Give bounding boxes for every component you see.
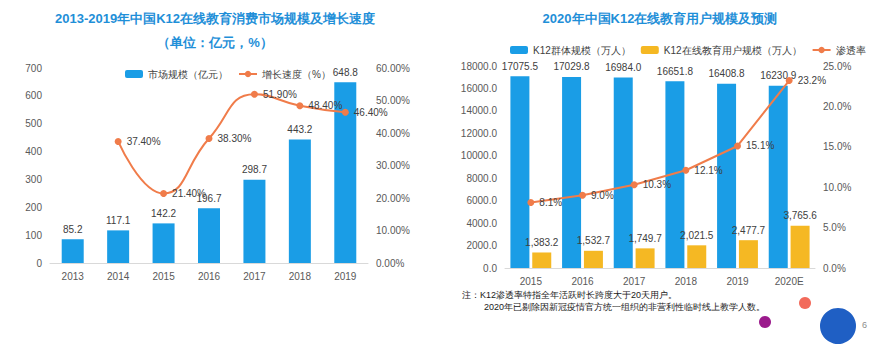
svg-text:51.90%: 51.90% xyxy=(263,89,297,100)
svg-text:0.0: 0.0 xyxy=(483,263,497,274)
svg-text:3,765.6: 3,765.6 xyxy=(783,210,817,221)
svg-text:12000.0: 12000.0 xyxy=(461,128,498,139)
svg-text:1,749.7: 1,749.7 xyxy=(628,233,662,244)
svg-text:16984.0: 16984.0 xyxy=(605,62,642,73)
svg-text:增长速度（%）: 增长速度（%） xyxy=(261,69,331,80)
svg-text:648.8: 648.8 xyxy=(333,67,358,78)
svg-text:4000.0: 4000.0 xyxy=(466,218,497,229)
svg-text:2017: 2017 xyxy=(623,276,646,287)
svg-text:10.0%: 10.0% xyxy=(823,182,851,193)
svg-text:142.2: 142.2 xyxy=(151,208,176,219)
svg-text:16408.8: 16408.8 xyxy=(708,68,745,79)
svg-text:2016: 2016 xyxy=(198,271,221,282)
svg-text:6000.0: 6000.0 xyxy=(466,195,497,206)
svg-text:2019: 2019 xyxy=(726,276,749,287)
svg-text:（单位：亿元，%）: （单位：亿元，%） xyxy=(157,35,273,50)
svg-text:8.1%: 8.1% xyxy=(539,197,562,208)
svg-text:2020E: 2020E xyxy=(775,276,804,287)
svg-text:600: 600 xyxy=(25,90,42,101)
svg-text:60.00%: 60.00% xyxy=(376,63,410,74)
svg-text:2014: 2014 xyxy=(107,271,130,282)
svg-text:18000.0: 18000.0 xyxy=(461,61,498,72)
svg-text:196.7: 196.7 xyxy=(196,192,222,204)
svg-text:17029.8: 17029.8 xyxy=(553,61,590,72)
svg-text:85.2: 85.2 xyxy=(63,224,83,235)
svg-text:20.0%: 20.0% xyxy=(823,101,851,112)
svg-text:2013: 2013 xyxy=(62,271,85,282)
svg-text:40.00%: 40.00% xyxy=(376,128,410,139)
svg-text:K12群体规模（万人）: K12群体规模（万人） xyxy=(533,45,631,56)
svg-text:2000.0: 2000.0 xyxy=(466,240,497,251)
svg-text:2013-2019年中国K12在线教育消费市场规模及增长速度: 2013-2019年中国K12在线教育消费市场规模及增长速度 xyxy=(55,11,375,26)
svg-text:700: 700 xyxy=(25,63,42,74)
svg-text:200: 200 xyxy=(25,202,42,213)
svg-text:21.40%: 21.40% xyxy=(172,188,206,199)
svg-text:443.2: 443.2 xyxy=(287,124,312,135)
svg-text:400: 400 xyxy=(25,146,42,157)
svg-text:2015: 2015 xyxy=(152,271,175,282)
svg-text:300: 300 xyxy=(25,174,42,185)
svg-text:0.0%: 0.0% xyxy=(823,263,846,274)
svg-text:8000.0: 8000.0 xyxy=(466,173,497,184)
svg-text:15.1%: 15.1% xyxy=(746,140,774,151)
svg-text:30.00%: 30.00% xyxy=(376,160,410,171)
svg-text:23.2%: 23.2% xyxy=(798,75,826,86)
svg-text:48.40%: 48.40% xyxy=(308,100,342,111)
svg-text:6: 6 xyxy=(862,320,867,330)
svg-text:16230.9: 16230.9 xyxy=(760,70,797,82)
svg-text:10.3%: 10.3% xyxy=(643,179,671,190)
svg-text:9.0%: 9.0% xyxy=(591,190,614,201)
svg-text:渗透率: 渗透率 xyxy=(836,45,866,56)
svg-text:2020年中国K12在线教育用户规模及预测: 2020年中国K12在线教育用户规模及预测 xyxy=(543,11,778,26)
svg-text:14000.0: 14000.0 xyxy=(461,105,498,116)
svg-text:2016: 2016 xyxy=(571,276,594,287)
svg-text:16651.8: 16651.8 xyxy=(657,66,694,77)
svg-text:10.00%: 10.00% xyxy=(376,225,410,236)
svg-text:注：K12渗透率特指全年活跃时长跨度大于20天用户。: 注：K12渗透率特指全年活跃时长跨度大于20天用户。 xyxy=(462,290,677,300)
svg-text:2015: 2015 xyxy=(520,276,543,287)
svg-text:1,383.2: 1,383.2 xyxy=(525,237,559,248)
svg-text:38.30%: 38.30% xyxy=(218,133,252,144)
svg-text:0.00%: 0.00% xyxy=(376,258,404,269)
svg-text:2020年已剔除因新冠疫情官方统一组织的非营利性临时线上教学: 2020年已剔除因新冠疫情官方统一组织的非营利性临时线上教学人数。 xyxy=(484,302,765,312)
svg-text:0: 0 xyxy=(36,258,42,269)
svg-text:20.00%: 20.00% xyxy=(376,193,410,204)
svg-text:46.40%: 46.40% xyxy=(354,107,388,118)
svg-text:2,021.5: 2,021.5 xyxy=(680,230,714,241)
svg-text:25.0%: 25.0% xyxy=(823,61,851,72)
svg-text:500: 500 xyxy=(25,118,42,129)
svg-text:2018: 2018 xyxy=(675,276,698,287)
svg-text:1,532.7: 1,532.7 xyxy=(577,235,611,246)
svg-text:298.7: 298.7 xyxy=(242,164,267,175)
svg-text:K12在线教育用户规模（万人）: K12在线教育用户规模（万人） xyxy=(664,45,802,56)
svg-text:市场规模（亿元）: 市场规模（亿元） xyxy=(148,69,228,80)
svg-text:16000.0: 16000.0 xyxy=(461,83,498,94)
svg-text:37.40%: 37.40% xyxy=(127,136,161,147)
svg-text:2019: 2019 xyxy=(334,271,357,282)
svg-text:2017: 2017 xyxy=(243,271,266,282)
svg-text:10000.0: 10000.0 xyxy=(461,150,498,161)
svg-text:15.0%: 15.0% xyxy=(823,141,851,152)
svg-text:50.00%: 50.00% xyxy=(376,95,410,106)
svg-text:17075.5: 17075.5 xyxy=(502,61,539,72)
svg-text:2018: 2018 xyxy=(289,271,312,282)
svg-text:2,477.7: 2,477.7 xyxy=(732,225,766,236)
svg-text:100: 100 xyxy=(25,230,42,241)
svg-text:12.1%: 12.1% xyxy=(694,165,722,176)
svg-text:5.0%: 5.0% xyxy=(823,222,846,233)
svg-text:117.1: 117.1 xyxy=(106,215,131,226)
